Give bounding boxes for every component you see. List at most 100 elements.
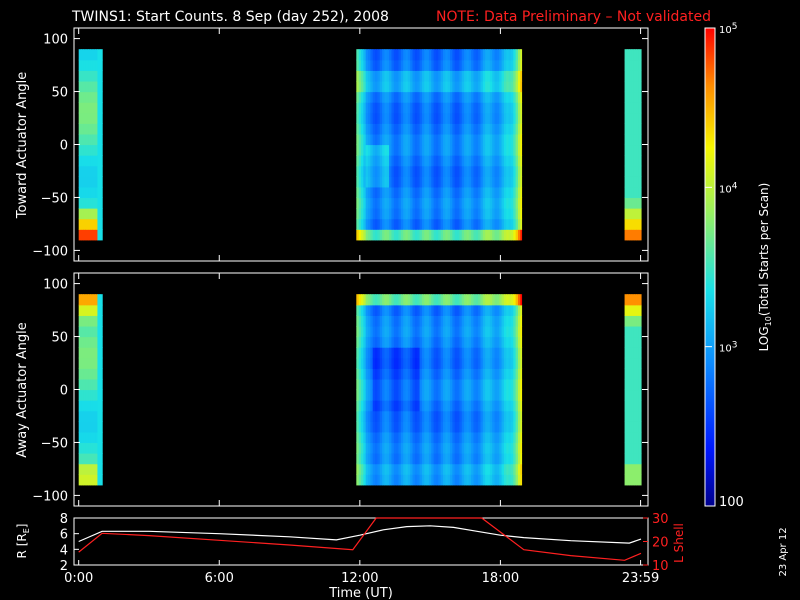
heatmap-cell [431, 442, 435, 454]
heatmap-cell [403, 123, 407, 135]
heatmap-cell [517, 80, 521, 93]
heatmap-cell [419, 378, 423, 391]
heatmap-cell [499, 112, 503, 124]
heatmap-cell [494, 474, 498, 486]
heatmap-cell [379, 176, 383, 188]
heatmap-cell [426, 368, 430, 380]
heatmap-cell [503, 208, 507, 220]
heatmap-cell [468, 304, 472, 316]
heatmap-cell [428, 59, 432, 71]
heatmap-cell [83, 389, 87, 401]
heatmap-cell [482, 112, 486, 124]
heatmap-cell [440, 389, 444, 401]
heatmap-cell [85, 410, 89, 422]
heatmap-cell [506, 304, 510, 316]
heatmap-cell [626, 304, 630, 316]
heatmap-cell [88, 463, 91, 475]
heatmap-cell [629, 431, 633, 444]
heatmap-cell [461, 421, 465, 433]
heatmap-cell [92, 294, 96, 306]
heatmap-cell [393, 463, 397, 475]
heatmap-cell [97, 410, 101, 422]
heatmap-cell [88, 218, 91, 230]
heatmap-cell [95, 421, 99, 433]
heatmap-cell [421, 155, 425, 167]
heatmap-cell [405, 463, 409, 475]
heatmap-cell [435, 59, 439, 71]
heatmap-cell [377, 357, 381, 369]
heatmap-cell [412, 165, 416, 177]
heatmap-cell [473, 197, 477, 209]
heatmap-cell [443, 325, 446, 338]
heatmap-cell [90, 133, 94, 146]
heatmap-cell [419, 123, 423, 135]
heatmap-cell [638, 410, 642, 422]
heatmap-cell [435, 80, 439, 93]
heatmap-cell [410, 218, 414, 230]
heatmap-cell [503, 389, 507, 401]
heatmap-cell [83, 176, 87, 188]
heatmap-cell [454, 325, 458, 338]
heatmap-cell [365, 315, 369, 327]
heatmap-cell [368, 304, 371, 316]
heatmap-cell [424, 123, 428, 135]
heatmap-cell [636, 357, 640, 369]
heatmap-cell [499, 59, 503, 71]
heatmap-cell [99, 410, 103, 422]
heatmap-cell [515, 410, 519, 422]
heatmap-cell [510, 112, 514, 124]
heatmap-cell [375, 304, 378, 316]
heatmap-cell [633, 294, 637, 306]
heatmap-cell [496, 70, 500, 82]
heatmap-cell [454, 463, 458, 475]
heatmap-cell [464, 186, 468, 199]
heatmap-cell [492, 218, 496, 230]
heatmap-cell [426, 155, 430, 167]
heatmap-cell [88, 59, 91, 71]
heatmap-cell [508, 123, 512, 135]
heatmap-cell [461, 378, 465, 391]
heatmap-cell [485, 336, 489, 348]
heatmap-cell [414, 80, 418, 93]
heatmap-cell [414, 70, 418, 82]
heatmap-cell [433, 91, 437, 103]
heatmap-cell [410, 176, 414, 188]
heatmap-cell [478, 91, 482, 103]
heatmap-cell [438, 453, 442, 465]
heatmap-cell [88, 91, 91, 103]
heatmap-cell [452, 155, 456, 167]
heatmap-cell [480, 49, 484, 61]
heatmap-cell [377, 59, 381, 71]
heatmap-cell [92, 123, 96, 135]
heatmap-cell [403, 294, 407, 306]
heatmap-cell [494, 197, 498, 209]
heatmap-cell [459, 176, 463, 188]
heatmap-cell [494, 304, 498, 316]
heatmap-cell [386, 49, 390, 61]
heatmap-cell [365, 144, 369, 156]
heatmap-cell [464, 155, 468, 167]
heatmap-cell [431, 421, 435, 433]
heatmap-cell [421, 49, 425, 61]
heatmap-cell [368, 144, 371, 156]
heatmap-cell [83, 463, 87, 475]
heatmap-cell [450, 463, 453, 475]
heatmap-cell [417, 357, 421, 369]
heatmap-cell [503, 357, 507, 369]
heatmap-cell [517, 315, 521, 327]
heatmap-cell [513, 102, 517, 114]
heatmap-cell [506, 410, 510, 422]
heatmap-cell [501, 133, 505, 146]
heatmap-cell [636, 70, 640, 82]
heatmap-cell [412, 421, 416, 433]
heatmap-cell [424, 378, 428, 391]
heatmap-cell [365, 410, 369, 422]
heatmap-cell [499, 453, 503, 465]
heatmap-cell [459, 378, 463, 391]
heatmap-cell [492, 315, 496, 327]
heatmap-cell [452, 389, 456, 401]
heatmap-cell [403, 347, 407, 359]
heatmap-cell [454, 336, 458, 348]
heatmap-cell [403, 59, 407, 71]
heatmap-cell [384, 442, 388, 454]
